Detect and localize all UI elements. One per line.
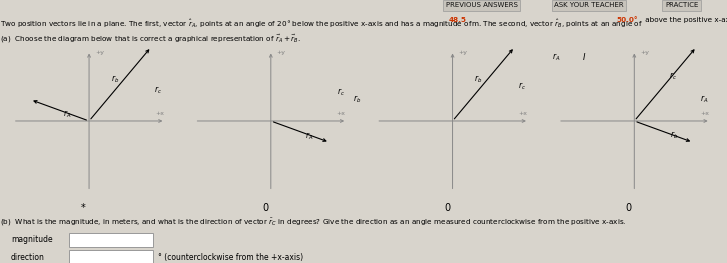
Text: (b)  What is the magnitude, in meters, and what is the direction of vector $\bar: (b) What is the magnitude, in meters, an… <box>0 217 627 228</box>
Text: magnitude: magnitude <box>11 235 52 244</box>
Text: +y: +y <box>277 50 286 55</box>
Text: *: * <box>81 203 86 213</box>
Text: Two position vectors lie in a plane. The first, vector $\hat{r}_A$, points at an: Two position vectors lie in a plane. The… <box>0 17 473 30</box>
Text: $r_A$: $r_A$ <box>699 94 708 105</box>
Text: $r_A$: $r_A$ <box>553 52 561 63</box>
Text: +x: +x <box>518 111 528 116</box>
Text: $I$: $I$ <box>582 51 586 62</box>
Text: +x: +x <box>155 111 164 116</box>
Text: (a)  Choose the diagram below that is correct a graphical representation of $\ve: (a) Choose the diagram below that is cor… <box>0 33 301 45</box>
Text: PREVIOUS ANSWERS: PREVIOUS ANSWERS <box>446 2 518 8</box>
Text: $r_b$: $r_b$ <box>111 74 119 85</box>
Text: $r_c$: $r_c$ <box>669 70 677 82</box>
Text: 48.5: 48.5 <box>449 17 467 23</box>
Text: +y: +y <box>95 50 104 55</box>
Text: above the positive x-axis and has a magnitude of 75 m: above the positive x-axis and has a magn… <box>643 17 727 23</box>
Text: 0: 0 <box>262 203 268 213</box>
FancyBboxPatch shape <box>69 250 153 263</box>
Text: ° (counterclockwise from the +x-axis): ° (counterclockwise from the +x-axis) <box>158 252 304 261</box>
FancyBboxPatch shape <box>69 233 153 247</box>
Text: $r_A$: $r_A$ <box>63 108 72 120</box>
Text: +x: +x <box>700 111 710 116</box>
Text: direction: direction <box>11 252 45 261</box>
Text: $r_c$: $r_c$ <box>337 87 345 98</box>
Text: +y: +y <box>640 50 649 55</box>
Text: $r_b$: $r_b$ <box>474 74 483 85</box>
Text: $r_c$: $r_c$ <box>154 84 162 96</box>
Text: 0: 0 <box>626 203 632 213</box>
Text: +y: +y <box>459 50 467 55</box>
Text: 0: 0 <box>444 203 450 213</box>
Text: $r_c$: $r_c$ <box>518 81 526 92</box>
Text: m. The second, vector $\hat{r}_B$, points at an angle of: m. The second, vector $\hat{r}_B$, point… <box>469 17 643 30</box>
Text: +x: +x <box>337 111 346 116</box>
Text: 50.0°: 50.0° <box>616 17 638 23</box>
Text: $r_A$: $r_A$ <box>305 131 313 142</box>
Text: $r_b$: $r_b$ <box>670 130 678 141</box>
Text: ASK YOUR TEACHER: ASK YOUR TEACHER <box>554 2 624 8</box>
Text: PRACTICE: PRACTICE <box>665 2 698 8</box>
Text: $r_b$: $r_b$ <box>353 94 361 105</box>
